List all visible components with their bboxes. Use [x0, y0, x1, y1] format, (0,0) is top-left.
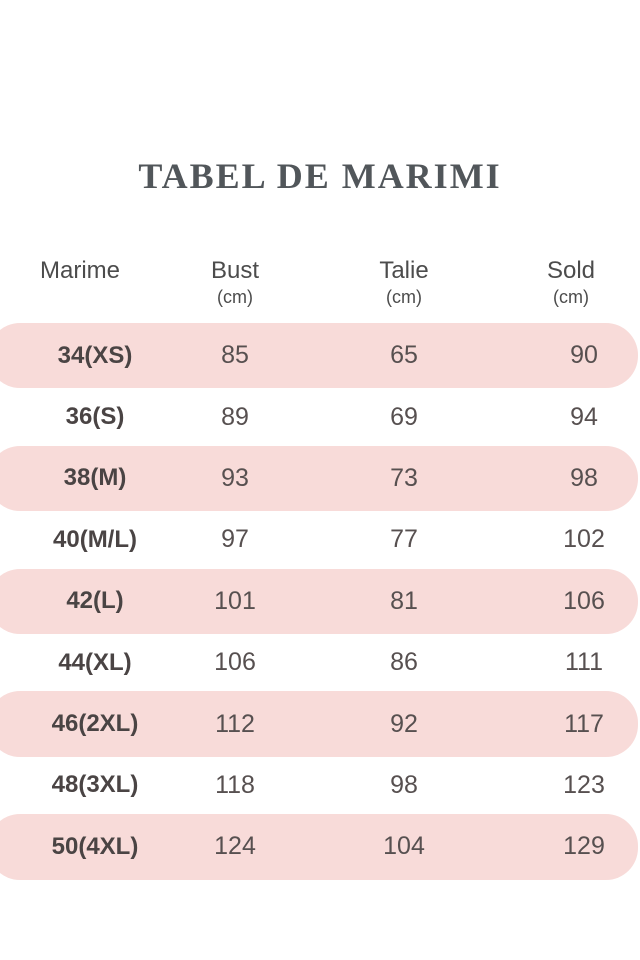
table-row: 50(4XL) 124 104 129: [0, 814, 640, 880]
row-highlight-band: [0, 568, 638, 634]
cell-sold: 129: [563, 832, 605, 861]
cell-marime: 42(L): [66, 587, 124, 615]
cell-talie: 92: [390, 709, 418, 738]
table-row: 46(2XL) 112 92 117: [0, 691, 640, 757]
cell-talie: 73: [390, 463, 418, 492]
cell-sold: 90: [570, 341, 598, 370]
cell-marime: 44(XL): [58, 648, 132, 676]
cell-sold: 98: [570, 463, 598, 492]
cell-marime: 50(4XL): [51, 832, 139, 860]
cell-marime: 48(3XL): [51, 771, 139, 799]
cell-sold: 94: [570, 402, 598, 431]
cell-bust: 112: [215, 709, 255, 738]
cell-bust: 89: [221, 402, 249, 431]
column-header-talie: Talie (cm): [280, 256, 528, 308]
cell-sold: 106: [563, 586, 605, 615]
column-header-unit: (cm): [386, 287, 422, 307]
cell-talie: 65: [390, 341, 418, 370]
column-header-marime: Marime: [0, 256, 175, 308]
table-row: 40(M/L) 97 77 102: [0, 509, 640, 570]
cell-sold: 102: [563, 525, 605, 554]
table-row: 44(XL) 106 86 111: [0, 632, 640, 693]
cell-bust: 93: [221, 463, 249, 492]
cell-bust: 101: [214, 586, 256, 615]
table-row: 48(3XL) 118 98 123: [0, 755, 640, 816]
row-highlight-band: [0, 445, 638, 512]
column-header-bust: Bust (cm): [190, 256, 280, 308]
cell-talie: 69: [390, 402, 418, 431]
table-row: 36(S) 89 69 94: [0, 386, 640, 447]
cell-talie: 98: [390, 770, 418, 799]
cell-marime: 38(M): [63, 464, 127, 492]
cell-bust: 106: [214, 648, 256, 677]
column-header-label: Talie: [379, 257, 429, 284]
column-header-unit: (cm): [217, 287, 253, 307]
cell-talie: 81: [390, 586, 418, 615]
cell-marime: 40(M/L): [53, 525, 137, 553]
cell-marime: 46(2XL): [51, 710, 139, 738]
table-row: 38(M) 93 73 98: [0, 445, 640, 512]
page-title: TABEL DE MARIMI: [138, 156, 502, 196]
cell-marime: 36(S): [65, 403, 125, 431]
cell-talie: 77: [390, 525, 418, 554]
cell-talie: 104: [383, 832, 425, 861]
table-row: 42(L) 101 81 106: [0, 568, 640, 634]
cell-bust: 118: [215, 770, 255, 799]
cell-sold: 111: [564, 648, 603, 677]
cell-talie: 86: [390, 648, 418, 677]
table-body: 34(XS) 85 65 90 36(S) 89 69 94 38(M) 93 …: [0, 323, 640, 880]
cell-sold: 123: [563, 770, 605, 799]
column-header-label: Marime: [39, 257, 120, 284]
row-highlight-band: [0, 814, 638, 880]
cell-sold: 117: [564, 709, 604, 738]
row-highlight-band: [0, 323, 638, 389]
cell-marime: 34(XS): [57, 341, 133, 369]
row-highlight-band: [0, 691, 638, 757]
column-header-label: Sold: [546, 257, 596, 284]
cell-bust: 124: [214, 832, 256, 861]
column-header-sold: Sold (cm): [515, 256, 627, 308]
column-header-unit: (cm): [553, 287, 589, 307]
table-header: Marime Bust (cm) Talie (cm) Sold (cm): [0, 256, 640, 308]
column-header-label: Bust: [210, 257, 260, 284]
cell-bust: 97: [221, 525, 249, 554]
cell-bust: 85: [221, 341, 249, 370]
table-row: 34(XS) 85 65 90: [0, 323, 640, 389]
